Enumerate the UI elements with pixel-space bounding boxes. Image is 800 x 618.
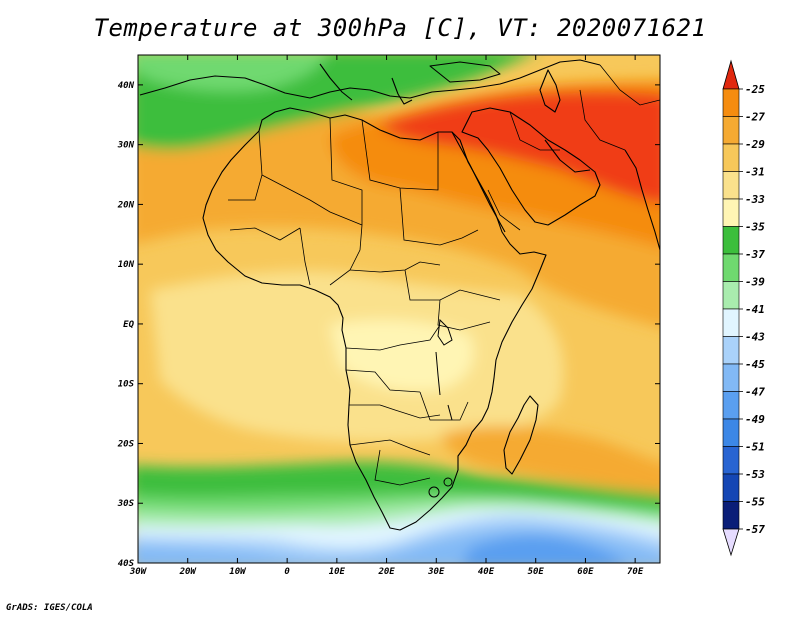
lat-label: 10S bbox=[118, 380, 135, 390]
colorbar-label: -31 bbox=[745, 166, 765, 179]
india-coastline bbox=[624, 149, 660, 251]
lon-label: 30W bbox=[129, 567, 148, 577]
lat-label: 30S bbox=[117, 499, 135, 509]
lon-label: 0 bbox=[284, 567, 290, 577]
greece-coastline bbox=[391, 77, 413, 105]
red-sea-coast bbox=[451, 131, 506, 233]
colorbar-label: -55 bbox=[745, 496, 765, 509]
italy-coastline bbox=[319, 63, 353, 101]
colorbar-segment bbox=[722, 336, 740, 365]
temperature-field bbox=[138, 55, 660, 563]
lat-label: 40S bbox=[118, 559, 135, 569]
colorbar-segment bbox=[722, 143, 740, 172]
colorbar-label: -47 bbox=[745, 386, 765, 399]
caspian-sea bbox=[539, 69, 561, 113]
colorbar-label: -51 bbox=[745, 441, 765, 454]
lakes bbox=[428, 318, 453, 498]
europe-coastline bbox=[139, 59, 601, 99]
longitude-axis: 30W 20W 10W 0 10E 20E 30E 40E 50E 60E 70E bbox=[129, 55, 644, 577]
colorbar-segment bbox=[722, 226, 740, 255]
colorbar-label: -27 bbox=[745, 111, 765, 124]
africa-coastline bbox=[202, 107, 547, 531]
map-title: Temperature at 300hPa [C], VT: 202007162… bbox=[93, 14, 707, 42]
colorbar-segment bbox=[722, 88, 740, 117]
colorbar-segment bbox=[722, 116, 740, 145]
colorbar-label: -41 bbox=[745, 303, 765, 316]
lat-label: EQ bbox=[123, 320, 134, 330]
field-band-39-north bbox=[138, 55, 328, 92]
colorbar-segment bbox=[722, 253, 740, 282]
colorbar: -25 -27 -29 -31 -33 -35 -37 -39 -41 -43 -45 -47 -49 -… bbox=[722, 59, 765, 557]
lon-label: 20W bbox=[179, 567, 198, 577]
lon-label: 20E bbox=[377, 567, 395, 577]
colorbar-label: -33 bbox=[745, 193, 765, 206]
colorbar-label: -49 bbox=[745, 413, 765, 426]
colorbar-segment bbox=[722, 198, 740, 227]
colorbar-label: -29 bbox=[745, 138, 765, 151]
colorbar-segment bbox=[722, 281, 740, 310]
colorbar-label: -53 bbox=[745, 468, 765, 481]
colorbar-bottom-arrow bbox=[722, 528, 740, 557]
colorbar-label: -57 bbox=[745, 523, 765, 536]
colorbar-label: -25 bbox=[745, 83, 765, 96]
field-ridge-south bbox=[440, 425, 660, 494]
lat-label: 20N bbox=[117, 200, 135, 210]
credit-text: GrADS: IGES/COLA bbox=[6, 603, 93, 613]
map-frame bbox=[137, 54, 661, 564]
lon-label: 70E bbox=[627, 567, 644, 577]
latitude-axis: 40N 30N 20N 10N EQ 10S 20S 30S 40S bbox=[117, 81, 660, 569]
lon-label: 50E bbox=[528, 567, 545, 577]
madagascar-coastline bbox=[503, 395, 539, 475]
lon-label: 60E bbox=[577, 567, 594, 577]
colorbar-segment bbox=[722, 308, 740, 337]
colorbar-segment bbox=[722, 171, 740, 200]
colorbar-label: -35 bbox=[745, 221, 765, 234]
field-band-25 bbox=[380, 91, 660, 204]
lon-label: 10E bbox=[329, 567, 346, 577]
colorbar-label: -37 bbox=[745, 248, 765, 261]
lat-label: 40N bbox=[118, 81, 135, 91]
black-sea bbox=[429, 61, 501, 83]
lon-label: 40E bbox=[478, 567, 495, 577]
colorbar-segment bbox=[722, 418, 740, 447]
country-borders bbox=[228, 64, 660, 486]
colorbar-top-arrow bbox=[722, 59, 740, 90]
colorbar-segment bbox=[722, 363, 740, 392]
colorbar-segment bbox=[722, 501, 740, 530]
lon-label: 30E bbox=[427, 567, 445, 577]
lat-label: 10N bbox=[118, 260, 135, 270]
lat-label: 30N bbox=[117, 141, 135, 151]
colorbar-segment bbox=[722, 446, 740, 475]
lat-label: 20S bbox=[117, 439, 135, 449]
coastlines bbox=[139, 59, 660, 531]
colorbar-segment bbox=[722, 473, 740, 502]
arabia-coastline bbox=[461, 107, 601, 226]
colorbar-label: -45 bbox=[745, 358, 765, 371]
lon-label: 10W bbox=[229, 567, 247, 577]
field-band-49 bbox=[463, 535, 624, 563]
colorbar-label: -43 bbox=[745, 331, 765, 344]
colorbar-label: -39 bbox=[745, 276, 765, 289]
colorbar-segment bbox=[722, 391, 740, 420]
